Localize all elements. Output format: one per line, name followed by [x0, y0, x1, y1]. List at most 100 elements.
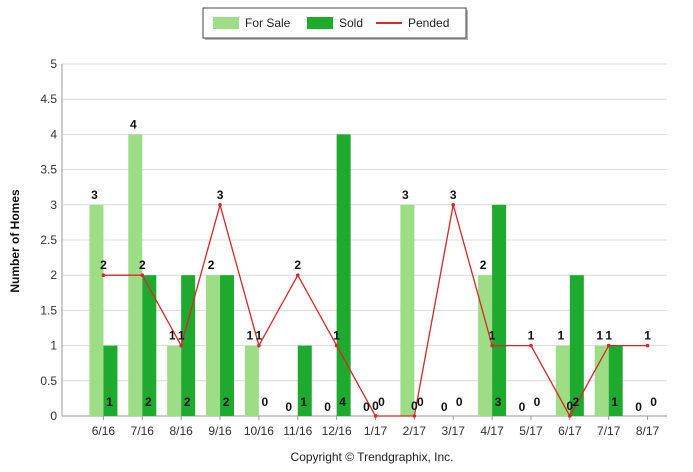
pended-point — [451, 203, 456, 207]
y-tick-label: 0 — [50, 409, 57, 423]
pended-value-label: 2 — [294, 258, 301, 272]
bar-for-sale — [206, 275, 221, 416]
sold-value-label: 2 — [223, 395, 230, 409]
pended-point — [140, 273, 145, 278]
tick-labels: 0 0.5 1 1.5 2 2.5 3 3.5 4 4.5 5 6/16 7/16 8/16 9/16 10/… — [40, 57, 659, 438]
x-tick-label: 11/16 — [283, 424, 312, 438]
legend-label: Sold — [339, 16, 363, 30]
x-tick-label: 2/17 — [403, 424, 427, 438]
pended-point — [529, 343, 533, 348]
copyright-text: Copyright © Trendgraphix, Inc. — [291, 450, 454, 464]
y-tick-label: 2 — [50, 268, 57, 282]
pended-value-label: 0 — [566, 399, 573, 413]
sold-value-label: 2 — [145, 395, 152, 409]
pended-value-label: 2 — [139, 258, 146, 272]
y-tick-label: 4.5 — [40, 92, 57, 106]
sold-value-label: 0 — [262, 395, 269, 409]
legend-box — [202, 7, 467, 39]
y-tick-label: 0.5 — [40, 374, 57, 388]
x-tick-label: 9/16 — [208, 424, 232, 438]
pended-point — [606, 343, 611, 348]
pended-point — [412, 414, 417, 418]
for-sale-value-label: 3 — [402, 188, 409, 202]
for-sale-value-label: 1 — [557, 329, 564, 343]
pended-value-label: 1 — [605, 329, 612, 343]
x-tick-label: 1/17 — [364, 424, 388, 438]
pended-value-label: 3 — [450, 188, 457, 202]
y-tick-label: 3.5 — [40, 163, 57, 177]
y-tick-label: 4 — [50, 127, 57, 141]
x-tick-label: 8/16 — [169, 424, 193, 438]
sold-value-label: 0 — [417, 395, 424, 409]
for-sale-value-label: 2 — [208, 258, 215, 272]
sold-value-label: 2 — [572, 395, 579, 409]
sold-value-label: 1 — [300, 395, 307, 409]
x-tick-label: 4/17 — [480, 424, 504, 438]
for-sale-value-label: 2 — [480, 258, 487, 272]
pended-value-label: 1 — [256, 329, 263, 343]
for-sale-value-label: 1 — [596, 329, 603, 343]
sold-value-label: 1 — [106, 395, 113, 409]
pended-point — [645, 343, 650, 348]
for-sale-value-label: 0 — [441, 400, 448, 414]
pended-value-label: 2 — [100, 258, 107, 272]
pended-point — [295, 273, 300, 278]
bar-for-sale — [244, 345, 259, 416]
y-tick-label: 2.5 — [40, 233, 57, 247]
bar-sold — [569, 275, 584, 416]
y-tick-label: 1.5 — [40, 303, 57, 317]
bar-sold — [608, 345, 623, 416]
pended-point — [490, 343, 494, 348]
for-sale-value-label: 0 — [519, 400, 526, 414]
bar-for-sale — [594, 345, 609, 416]
pended-value-label: 1 — [489, 329, 496, 343]
for-sale-value-label: 1 — [247, 329, 254, 343]
sold-value-label: 2 — [184, 395, 191, 409]
pended-point — [101, 273, 106, 278]
gridlines — [62, 63, 667, 417]
legend: For Sale Sold Pended — [202, 7, 468, 40]
pended-point — [334, 343, 339, 348]
pended-value-label: 1 — [644, 329, 651, 343]
x-tick-label: 7/16 — [131, 424, 155, 438]
x-tick-label: 6/17 — [558, 424, 582, 438]
pended-value-label: 0 — [411, 399, 418, 413]
sold-value-label: 3 — [495, 395, 502, 409]
x-tick-label: 5/17 — [519, 424, 543, 438]
pended-value-label: 3 — [217, 188, 224, 202]
sold-value-label: 4 — [339, 395, 346, 409]
pended-value-label: 1 — [528, 329, 535, 343]
bar-sold — [181, 275, 196, 416]
for-sale-value-label: 3 — [91, 188, 98, 202]
for-sale-value-label: 0 — [285, 400, 292, 414]
legend-label: Pended — [408, 16, 449, 30]
x-tick-label: 6/16 — [92, 424, 116, 438]
bar-for-sale — [167, 345, 182, 416]
x-tick-label: 8/17 — [636, 424, 660, 438]
y-axis-label: Number of Homes — [8, 189, 22, 293]
pended-value-label: 1 — [178, 329, 185, 343]
sold-value-label: 0 — [534, 395, 541, 409]
sold-value-label: 0 — [650, 395, 657, 409]
for-sale-value-label: 1 — [169, 329, 176, 343]
pended-point — [257, 343, 261, 348]
legend-swatch — [307, 17, 333, 29]
x-tick-label: 3/17 — [442, 424, 466, 438]
bar-for-sale — [478, 275, 493, 416]
bar-sold — [336, 134, 351, 416]
bar-for-sale — [400, 204, 415, 416]
pended-line — [101, 202, 650, 418]
for-sale-value-label: 4 — [130, 117, 137, 131]
x-tick-label: 10/16 — [244, 424, 274, 438]
pended-value-label: 0 — [372, 399, 379, 413]
pended-point — [179, 343, 183, 348]
bar-sold — [297, 345, 312, 416]
bar-sold — [142, 275, 157, 416]
sold-value-label: 0 — [456, 395, 463, 409]
pended-point — [568, 414, 572, 418]
pended-point — [218, 203, 222, 207]
bar-for-sale — [89, 204, 104, 416]
sold-value-label: 1 — [611, 395, 618, 409]
pended-value-label: 1 — [333, 329, 340, 343]
